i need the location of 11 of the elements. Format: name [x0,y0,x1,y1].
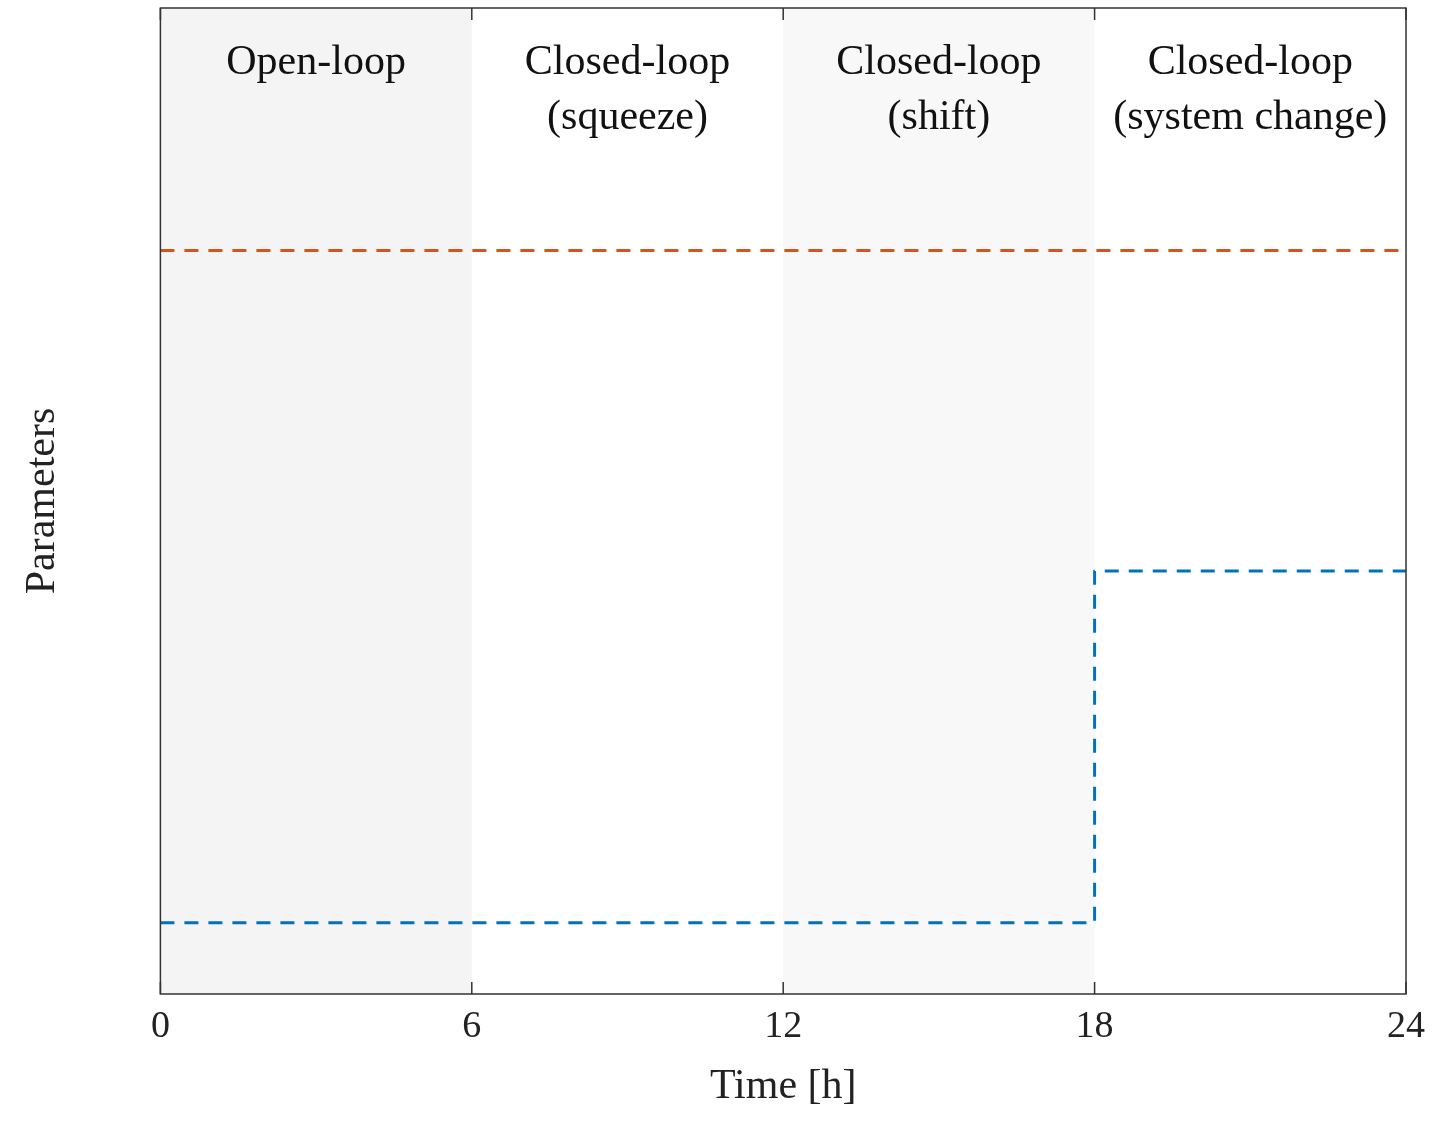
y-axis-title: Parameters [17,407,64,595]
band-label: Open-loop [226,37,406,84]
x-tick-label: 0 [150,1002,170,1045]
band-label: Closed-loop (shift) [836,37,1042,140]
x-tick-label: 12 [764,1002,803,1045]
x-axis-title: Time [h] [709,1060,857,1107]
x-tick-label: 24 [1387,1002,1425,1045]
x-tick-label: 18 [1075,1002,1114,1045]
text: Closed-loop (squeeze) [524,37,731,140]
text: Closed-loop (system change) [1113,37,1388,140]
x-tick-label: 6 [462,1002,482,1045]
